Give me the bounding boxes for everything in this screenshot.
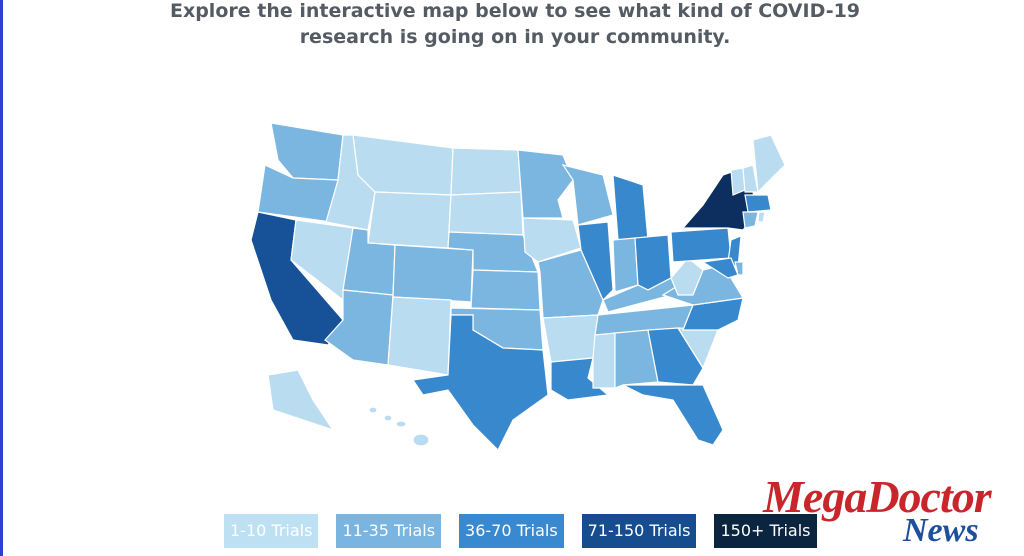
legend-item[interactable]: 71-150 Trials [581, 514, 697, 548]
legend-item[interactable]: 11-35 Trials [336, 514, 442, 548]
state[interactable] [392, 244, 474, 303]
state[interactable] [561, 164, 614, 226]
state[interactable] [411, 314, 549, 452]
watermark-brand: MegaDoctor [763, 471, 992, 522]
state[interactable] [734, 261, 744, 276]
state[interactable] [647, 327, 704, 386]
legend: 1-10 Trials 11-35 Trials 36-70 Trials 71-15… [224, 514, 817, 548]
state[interactable] [270, 122, 344, 181]
state[interactable] [614, 329, 659, 389]
state[interactable] [450, 147, 522, 196]
state[interactable] [757, 211, 766, 223]
state[interactable] [542, 314, 599, 363]
state[interactable] [387, 296, 452, 376]
state[interactable] [448, 191, 524, 236]
state[interactable] [267, 369, 335, 432]
heading-line: research is going on in your community. [299, 26, 731, 48]
state[interactable] [470, 269, 541, 311]
state[interactable] [412, 433, 430, 447]
state[interactable] [367, 191, 452, 249]
legend-item[interactable]: 150+ Trials [714, 514, 817, 548]
state[interactable] [744, 194, 772, 213]
state[interactable] [592, 332, 616, 389]
state[interactable] [742, 211, 759, 229]
state[interactable] [752, 134, 786, 194]
legend-item[interactable]: 1-10 Trials [224, 514, 319, 548]
state[interactable] [395, 420, 407, 428]
state[interactable] [517, 149, 574, 219]
state[interactable] [682, 297, 744, 331]
state[interactable] [670, 227, 732, 263]
state[interactable] [368, 406, 378, 414]
watermark-sub: News [903, 512, 979, 549]
state[interactable] [383, 414, 393, 422]
us-map [250, 122, 786, 452]
legend-item[interactable]: 36-70 Trials [459, 514, 564, 548]
state[interactable] [612, 237, 639, 293]
state[interactable] [622, 384, 724, 446]
state[interactable] [612, 174, 649, 241]
heading-line: Explore the interactive map below to see… [169, 0, 861, 22]
state[interactable] [577, 221, 614, 302]
state[interactable] [522, 217, 582, 263]
